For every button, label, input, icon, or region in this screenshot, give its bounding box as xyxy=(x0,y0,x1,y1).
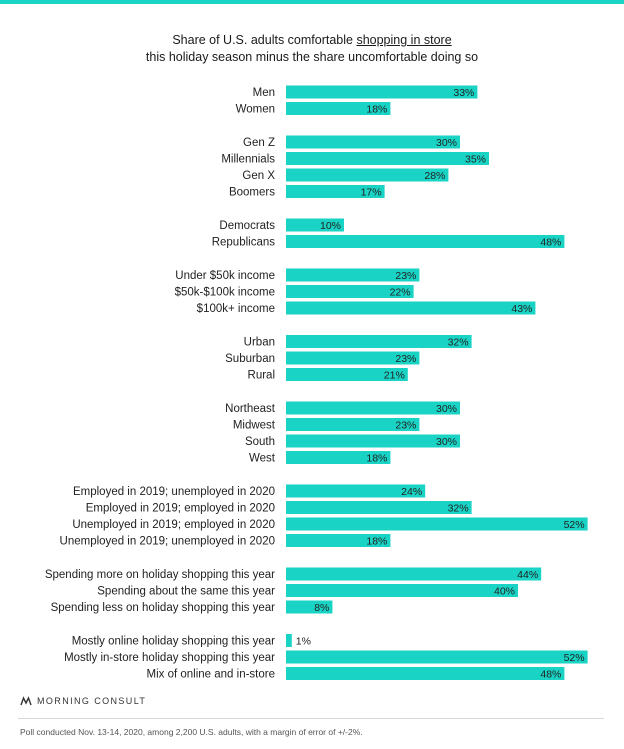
bar xyxy=(286,268,420,282)
value-label: 22% xyxy=(390,287,411,299)
footer-divider xyxy=(18,718,604,719)
brand-logo: MORNING CONSULT xyxy=(20,696,146,706)
value-label: 52% xyxy=(564,652,585,664)
bar xyxy=(286,434,460,448)
category-label: Men xyxy=(253,87,275,99)
value-label: 21% xyxy=(384,370,405,382)
bar xyxy=(286,634,292,647)
category-label: Gen Z xyxy=(243,137,275,149)
value-label: 18% xyxy=(366,453,387,465)
bar xyxy=(286,517,588,531)
title-line1-pre: Share of U.S. adults comfortable xyxy=(172,33,357,47)
bar xyxy=(286,451,391,464)
category-label: Midwest xyxy=(233,420,276,432)
bar xyxy=(286,351,420,365)
value-label: 30% xyxy=(436,137,457,149)
value-label: 8% xyxy=(314,602,329,614)
value-label: 18% xyxy=(366,536,387,548)
bar xyxy=(286,501,472,514)
value-label: 43% xyxy=(511,303,532,315)
value-label: 17% xyxy=(361,187,382,199)
category-label: Employed in 2019; unemployed in 2020 xyxy=(73,486,275,498)
bar xyxy=(286,600,333,614)
category-label: Employed in 2019; employed in 2020 xyxy=(86,503,275,515)
bar xyxy=(286,168,449,182)
bar xyxy=(286,301,536,315)
value-label: 23% xyxy=(395,420,416,432)
category-label: West xyxy=(249,453,276,465)
bar xyxy=(286,484,426,498)
bar xyxy=(286,218,344,232)
category-label: Boomers xyxy=(229,187,275,199)
category-label: Under $50k income xyxy=(175,270,275,282)
morning-consult-logo-icon xyxy=(20,696,32,706)
category-label: Suburban xyxy=(225,353,275,365)
value-label: 30% xyxy=(436,403,457,415)
category-label: South xyxy=(245,436,275,448)
bar xyxy=(286,650,588,664)
bar xyxy=(286,185,385,198)
category-label: Women xyxy=(236,104,275,116)
value-label: 33% xyxy=(453,87,474,99)
category-label: Mix of online and in-store xyxy=(147,669,275,681)
value-label: 35% xyxy=(465,154,486,166)
category-label: $100k+ income xyxy=(197,303,275,315)
value-label: 23% xyxy=(395,353,416,365)
value-label: 1% xyxy=(296,636,311,648)
bar xyxy=(286,418,420,431)
value-label: 30% xyxy=(436,436,457,448)
value-label: 32% xyxy=(448,337,469,349)
category-label: Gen X xyxy=(242,170,275,182)
category-label: Mostly in-store holiday shopping this ye… xyxy=(64,652,275,664)
bar xyxy=(286,335,472,348)
value-label: 48% xyxy=(540,237,561,249)
value-label: 24% xyxy=(401,486,422,498)
bar xyxy=(286,534,391,547)
category-label: Mostly online holiday shopping this year xyxy=(72,636,275,648)
footnote: Poll conducted Nov. 13-14, 2020, among 2… xyxy=(20,727,363,737)
bar xyxy=(286,152,489,165)
category-label: Democrats xyxy=(219,220,275,232)
category-label: Northeast xyxy=(225,403,276,415)
category-label: Urban xyxy=(244,337,275,349)
bar xyxy=(286,135,460,149)
category-label: Millennials xyxy=(221,154,275,166)
title-line2: this holiday season minus the share unco… xyxy=(145,50,479,64)
brand-name: MORNING CONSULT xyxy=(37,696,147,706)
value-label: 18% xyxy=(366,104,387,116)
bar-chart: Men 33% Women 18% Gen Z 30% Millennials 35% Gen … xyxy=(45,85,588,681)
value-label: 52% xyxy=(564,519,585,531)
category-label: Spending less on holiday shopping this y… xyxy=(51,602,276,614)
category-label: Spending about the same this year xyxy=(97,586,275,598)
bar xyxy=(286,584,518,597)
bar xyxy=(286,235,565,248)
value-label: 32% xyxy=(448,503,469,515)
bar xyxy=(286,401,460,415)
category-label: Republicans xyxy=(212,237,276,249)
bar xyxy=(286,285,414,298)
category-label: $50k-$100k income xyxy=(175,287,275,299)
value-label: 23% xyxy=(395,270,416,282)
value-label: 10% xyxy=(320,220,341,232)
bar xyxy=(286,567,542,581)
category-label: Unemployed in 2019; unemployed in 2020 xyxy=(60,536,275,548)
bar xyxy=(286,85,478,99)
value-label: 44% xyxy=(517,569,538,581)
category-label: Rural xyxy=(248,370,275,382)
top-accent-bar xyxy=(0,0,624,4)
bar xyxy=(286,368,408,381)
value-label: 28% xyxy=(424,170,445,182)
chart-title: Share of U.S. adults comfortable shoppin… xyxy=(0,32,624,66)
title-line1-link[interactable]: shopping in store xyxy=(356,33,452,47)
category-label: Spending more on holiday shopping this y… xyxy=(45,569,275,581)
value-label: 40% xyxy=(494,586,515,598)
category-label: Unemployed in 2019; employed in 2020 xyxy=(72,519,275,531)
value-label: 48% xyxy=(540,669,561,681)
bar xyxy=(286,667,565,680)
bar xyxy=(286,102,391,115)
